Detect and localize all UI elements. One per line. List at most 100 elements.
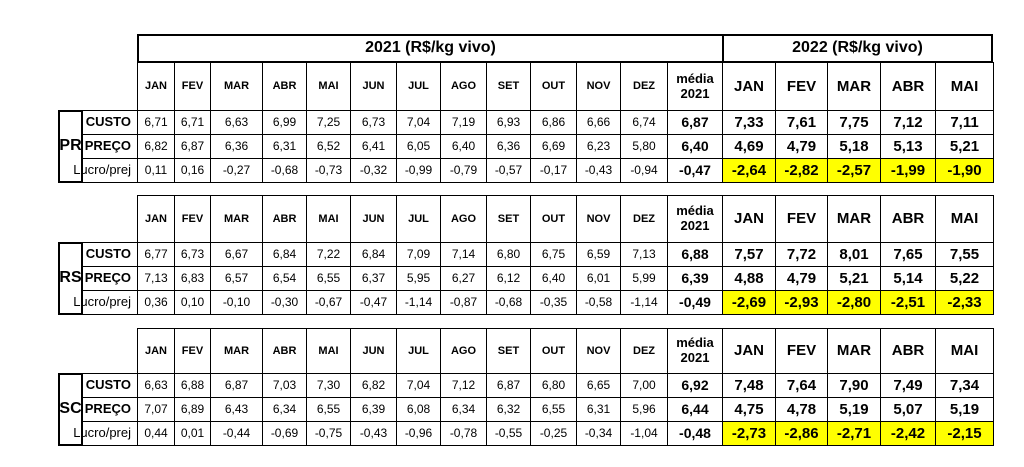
table-cell: 7,48 <box>722 373 776 398</box>
row-label: CUSTO <box>82 110 138 135</box>
table-cell: 6,84 <box>262 242 307 267</box>
table-cell: -0,57 <box>486 158 531 183</box>
table-cell: 6,73 <box>350 110 397 135</box>
table-cell: 7,90 <box>827 373 881 398</box>
column-header: média 2021 <box>667 62 723 111</box>
column-header: AGO <box>440 195 487 243</box>
table-cell: 6,39 <box>350 397 397 422</box>
table-cell: 4,88 <box>722 266 776 291</box>
table-cell: 0,44 <box>137 421 175 446</box>
table-cell: -2,57 <box>827 158 881 183</box>
column-header: JUN <box>350 328 397 374</box>
table-cell: 6,63 <box>210 110 263 135</box>
table-cell: -1,14 <box>620 290 668 315</box>
table-cell: -1,14 <box>396 290 441 315</box>
table-cell: 0,16 <box>174 158 211 183</box>
column-header: NOV <box>576 195 621 243</box>
table-cell: -2,15 <box>935 421 994 446</box>
row-label: Lucro/prej <box>73 421 138 446</box>
table-cell: 5,95 <box>396 266 441 291</box>
column-header: JAN <box>137 328 175 374</box>
table-cell: -2,93 <box>775 290 828 315</box>
column-header: MAI <box>306 62 351 111</box>
table-cell: 0,11 <box>137 158 175 183</box>
table-cell: 6,69 <box>530 134 577 159</box>
table-cell: 6,36 <box>486 134 531 159</box>
table-cell: -0,48 <box>667 421 723 446</box>
table-cell: 0,01 <box>174 421 211 446</box>
column-header: FEV <box>174 328 211 374</box>
table-cell: 7,04 <box>396 110 441 135</box>
column-header: ABR <box>262 328 307 374</box>
table-cell: 6,40 <box>530 266 577 291</box>
table-cell: -0,75 <box>306 421 351 446</box>
table-cell: 6,55 <box>306 266 351 291</box>
column-header: JUL <box>396 195 441 243</box>
table-cell: 4,79 <box>775 266 828 291</box>
table-cell: -0,55 <box>486 421 531 446</box>
table-cell: -0,47 <box>350 290 397 315</box>
table-cell: 4,79 <box>775 134 828 159</box>
table-cell: -0,96 <box>396 421 441 446</box>
table-cell: 5,13 <box>880 134 936 159</box>
table-cell: 6,01 <box>576 266 621 291</box>
column-header: MAR <box>827 328 881 374</box>
table-cell: -0,99 <box>396 158 441 183</box>
table-cell: -2,71 <box>827 421 881 446</box>
column-header: JUL <box>396 62 441 111</box>
table-cell: 7,33 <box>722 110 776 135</box>
table-cell: 7,03 <box>262 373 307 398</box>
table-cell: 6,75 <box>530 242 577 267</box>
table-cell: 6,36 <box>210 134 263 159</box>
table-cell: 7,13 <box>137 266 175 291</box>
table-cell: 5,21 <box>935 134 994 159</box>
table-cell: 7,12 <box>880 110 936 135</box>
table-cell: 7,19 <box>440 110 487 135</box>
column-header: FEV <box>174 195 211 243</box>
table-cell: -0,69 <box>262 421 307 446</box>
column-header: MAI <box>306 195 351 243</box>
table-cell: -0,67 <box>306 290 351 315</box>
table-cell: 6,88 <box>174 373 211 398</box>
table-cell: 6,87 <box>486 373 531 398</box>
table-cell: 6,39 <box>667 266 723 291</box>
table-cell: 7,12 <box>440 373 487 398</box>
year-2021-header: 2021 (R$/kg vivo) <box>137 34 724 63</box>
column-header: JUN <box>350 195 397 243</box>
table-cell: 6,34 <box>440 397 487 422</box>
table-cell: 6,12 <box>486 266 531 291</box>
table-cell: 4,75 <box>722 397 776 422</box>
table-cell: 6,31 <box>576 397 621 422</box>
table-cell: 7,61 <box>775 110 828 135</box>
table-cell: 6,71 <box>137 110 175 135</box>
table-cell: -0,35 <box>530 290 577 315</box>
column-header: ABR <box>880 328 936 374</box>
column-header: AGO <box>440 328 487 374</box>
table-cell: -0,79 <box>440 158 487 183</box>
column-header: DEZ <box>620 195 668 243</box>
table-cell: 6,67 <box>210 242 263 267</box>
table-cell: -1,04 <box>620 421 668 446</box>
column-header: FEV <box>775 195 828 243</box>
year-2022-header: 2022 (R$/kg vivo) <box>722 34 993 63</box>
table-cell: 5,14 <box>880 266 936 291</box>
table-cell: 6,82 <box>137 134 175 159</box>
column-header: AGO <box>440 62 487 111</box>
table-cell: 6,08 <box>396 397 441 422</box>
table-cell: 7,64 <box>775 373 828 398</box>
column-header: FEV <box>775 62 828 111</box>
table-cell: 6,32 <box>486 397 531 422</box>
table-cell: -2,33 <box>935 290 994 315</box>
column-header: SET <box>486 328 531 374</box>
table-cell: -2,51 <box>880 290 936 315</box>
table-cell: -0,49 <box>667 290 723 315</box>
table-cell: -0,73 <box>306 158 351 183</box>
table-cell: 6,54 <box>262 266 307 291</box>
table-cell: 7,07 <box>137 397 175 422</box>
table-cell: 6,52 <box>306 134 351 159</box>
column-header: FEV <box>174 62 211 111</box>
table-cell: -2,42 <box>880 421 936 446</box>
table-cell: 6,71 <box>174 110 211 135</box>
table-cell: -0,32 <box>350 158 397 183</box>
column-header: SET <box>486 62 531 111</box>
